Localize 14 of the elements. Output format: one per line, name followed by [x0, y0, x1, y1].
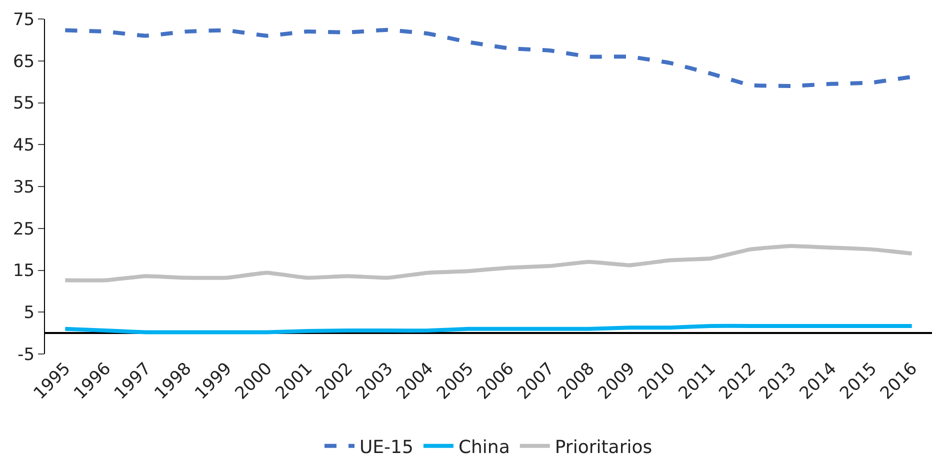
- legend-label: UE-15: [360, 436, 414, 458]
- line-series: [63, 244, 914, 282]
- y-tick-label: -5: [18, 344, 35, 365]
- y-tick-label: 55: [12, 94, 35, 114]
- y-tick-label: 5: [24, 303, 35, 324]
- y-tick-label: 45: [12, 136, 35, 156]
- y-tick-label: 25: [12, 219, 35, 240]
- line-series: [63, 324, 914, 334]
- legend-label: China: [458, 436, 510, 458]
- legend-label: Prioritarios: [554, 436, 652, 458]
- y-tick-label: 65: [12, 52, 35, 72]
- y-tick-label: 35: [12, 177, 35, 198]
- y-tick-label: 15: [12, 261, 35, 282]
- y-tick-label: 75: [12, 10, 35, 30]
